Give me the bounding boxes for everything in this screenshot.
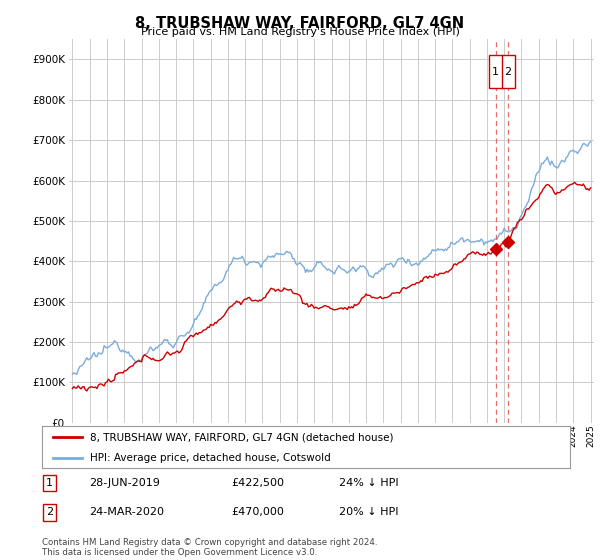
Text: 24-MAR-2020: 24-MAR-2020 [89, 507, 164, 517]
Text: 28-JUN-2019: 28-JUN-2019 [89, 478, 160, 488]
Bar [488, 55, 515, 88]
Text: £422,500: £422,500 [231, 478, 284, 488]
Text: 20% ↓ HPI: 20% ↓ HPI [339, 507, 398, 517]
Text: Contains HM Land Registry data © Crown copyright and database right 2024.
This d: Contains HM Land Registry data © Crown c… [42, 538, 377, 557]
Text: 1: 1 [492, 67, 499, 77]
Text: £470,000: £470,000 [231, 507, 284, 517]
Text: 2: 2 [505, 67, 512, 77]
Text: 24% ↓ HPI: 24% ↓ HPI [339, 478, 398, 488]
Text: 1: 1 [46, 478, 53, 488]
Text: 8, TRUBSHAW WAY, FAIRFORD, GL7 4GN (detached house): 8, TRUBSHAW WAY, FAIRFORD, GL7 4GN (deta… [89, 432, 393, 442]
Text: 8, TRUBSHAW WAY, FAIRFORD, GL7 4GN: 8, TRUBSHAW WAY, FAIRFORD, GL7 4GN [136, 16, 464, 31]
Text: 2: 2 [46, 507, 53, 517]
Text: Price paid vs. HM Land Registry's House Price Index (HPI): Price paid vs. HM Land Registry's House … [140, 27, 460, 37]
Text: HPI: Average price, detached house, Cotswold: HPI: Average price, detached house, Cots… [89, 454, 330, 463]
